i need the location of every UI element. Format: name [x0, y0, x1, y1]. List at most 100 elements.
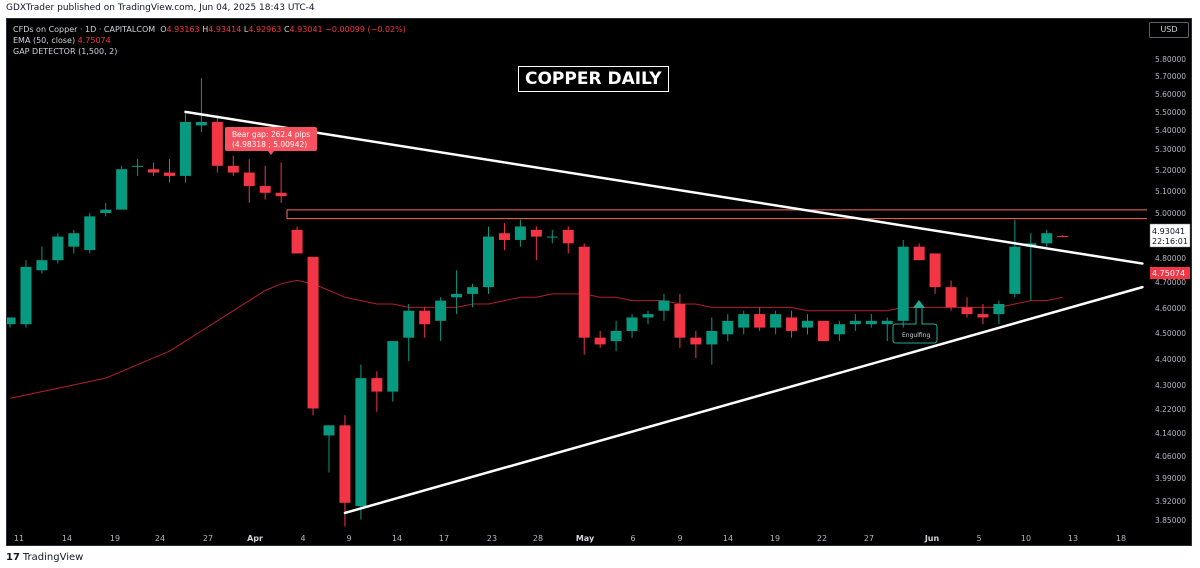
candle-body [546, 236, 558, 238]
candlestick-chart[interactable]: 5.80000 5.70000 5.60000 5.50000 5.40000 5.300… [7, 19, 1192, 546]
x-tick-label: 14 [62, 534, 72, 543]
x-tick-label: 17 [439, 534, 449, 543]
currency-button[interactable]: USD [1149, 22, 1189, 38]
candle-body [148, 169, 160, 173]
candle-body [754, 314, 766, 328]
candle-body [20, 266, 32, 325]
x-tick-label: 23 [487, 534, 497, 543]
candle-body [706, 330, 718, 345]
candle-body [610, 330, 622, 342]
y-tick-label: 5.50000 [1155, 108, 1186, 117]
x-tick-label: 9 [346, 534, 351, 543]
engulfing-label: Engulfing [902, 332, 930, 339]
y-tick-label: 3.85000 [1155, 516, 1186, 525]
candle [52, 233, 64, 264]
x-tick-label: 13 [1068, 534, 1078, 543]
trendline-layer [184, 110, 1144, 515]
candle-body [68, 233, 80, 247]
last-price-label: 4.93041 22:16:01 [1149, 223, 1191, 248]
candle-body [419, 310, 431, 325]
candle [355, 364, 367, 520]
candle [690, 330, 702, 358]
x-tick-label: 27 [864, 534, 874, 543]
gap-detector-row[interactable]: GAP DETECTOR (1,500, 2) [13, 46, 406, 57]
candle-body [833, 324, 845, 335]
candle-body [179, 122, 191, 176]
open-label: O [160, 25, 167, 34]
candle [642, 310, 654, 325]
candle-body [626, 317, 638, 331]
candle-body [786, 317, 798, 331]
candle-body [738, 314, 750, 328]
candle-body [1057, 236, 1069, 238]
candle [977, 303, 989, 325]
y-tick-label: 4.80000 [1155, 254, 1186, 263]
candle-body [642, 314, 654, 318]
tradingview-logo[interactable]: 17 TradingView [6, 552, 83, 563]
x-tick-label: 28 [533, 534, 543, 543]
x-tick-label: 11 [14, 534, 24, 543]
x-tick-label: 22 [817, 534, 827, 543]
x-tick-label: 14 [723, 534, 733, 543]
candle-body [514, 226, 526, 240]
gap-annotation-box [225, 127, 317, 151]
symbol-name[interactable]: CFDs on Copper · 1D · CAPITALCOM [13, 25, 156, 34]
ema-price-box [1150, 267, 1190, 279]
candle-body [84, 216, 96, 251]
candle [1041, 229, 1053, 247]
chart-title: COPPER DAILY [518, 66, 669, 92]
candle [148, 162, 160, 176]
candle-body [7, 317, 16, 325]
candle [116, 165, 128, 210]
candle [849, 314, 861, 331]
open-value: 4.93163 [166, 25, 200, 34]
candle [546, 229, 558, 244]
candle [467, 283, 479, 308]
candle [578, 243, 590, 355]
engulfing-annotation[interactable]: Engulfing [892, 300, 938, 344]
candle-body [403, 310, 415, 338]
publish-info: GDXTrader published on TradingView.com, … [6, 3, 315, 13]
candle [211, 115, 223, 173]
candle-body [658, 300, 670, 311]
time-axis-layer: 11 14 19 24 27 Apr 4 9 14 17 23 28 May 6 9 14 19 22 27 Jun 5… [14, 534, 1126, 543]
candle-body [770, 314, 782, 328]
last-price-value: 4.93041 [1152, 227, 1185, 236]
chart-pane[interactable]: 5.80000 5.70000 5.60000 5.50000 5.40000 5.300… [6, 18, 1192, 546]
candle-body [865, 320, 877, 325]
candle-body [483, 236, 494, 288]
ema-layer [9, 279, 1063, 399]
candle [817, 320, 829, 342]
y-tick-label: 3.92000 [1155, 497, 1186, 506]
candle [610, 320, 622, 352]
x-tick-label: 24 [155, 534, 165, 543]
candle [802, 314, 813, 335]
candle [658, 293, 670, 321]
ema-row[interactable]: EMA (50, close) 4.75074 [13, 35, 406, 46]
x-tick-label: 27 [203, 534, 213, 543]
ema-line [9, 279, 1063, 399]
candle [387, 341, 399, 402]
brand-name: TradingView [22, 552, 84, 563]
candle-body [498, 233, 510, 240]
y-tick-label: 4.50000 [1155, 329, 1186, 338]
candle [1009, 219, 1021, 298]
candle [179, 111, 191, 183]
y-tick-label: 4.60000 [1155, 304, 1186, 313]
ascending-trendline [343, 285, 1144, 515]
candle [1057, 235, 1069, 238]
gap-annotation[interactable]: Bear gap: 262.4 pips (4.98318 ; 5.00942) [225, 127, 317, 155]
candle-body [913, 246, 925, 261]
candle-body [323, 425, 335, 436]
candle [514, 219, 526, 247]
candle [738, 310, 750, 335]
candle [291, 226, 303, 254]
candle [195, 78, 207, 133]
ema-label: EMA (50, close) [13, 36, 76, 45]
candle-body [594, 337, 606, 345]
candles-layer [7, 78, 1069, 527]
gap-annotation-line1: Bear gap: 262.4 pips [232, 130, 310, 139]
gap-annotation-pointer [268, 151, 274, 155]
candle [227, 155, 239, 176]
candle [68, 229, 80, 254]
